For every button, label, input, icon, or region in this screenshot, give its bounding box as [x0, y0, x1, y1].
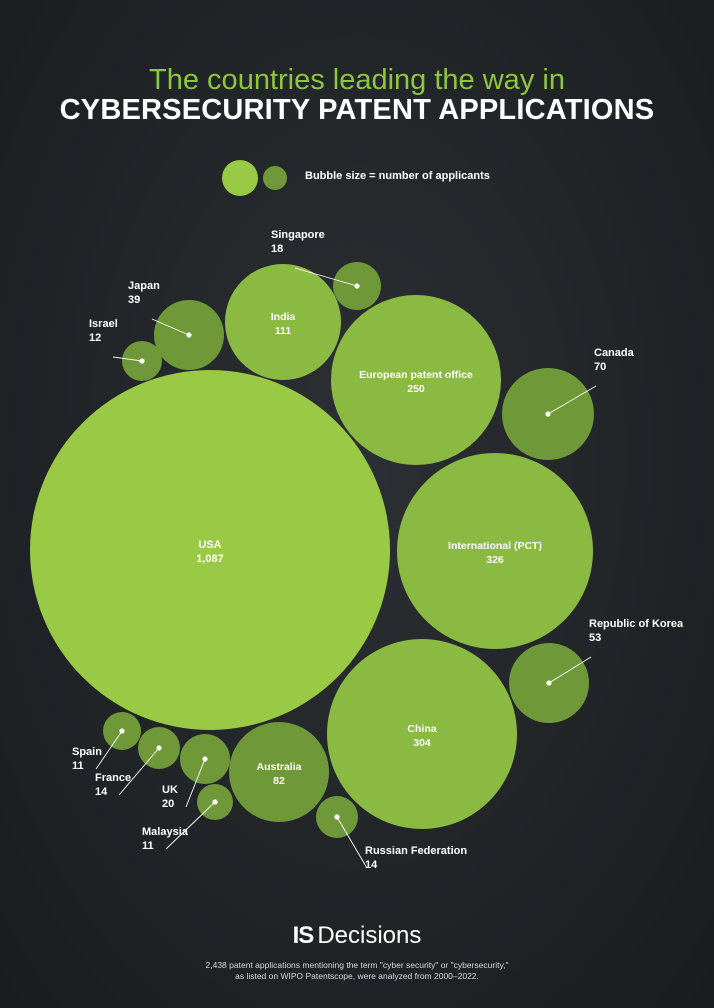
bubble-group-singapore: Singapore 18 [271, 229, 381, 310]
bubble-australia [229, 722, 329, 822]
bubble-value-usa: 1,087 [196, 553, 224, 565]
bubble-label-international-pct: International (PCT) [448, 540, 542, 552]
leader-line-republic-of-korea [548, 656, 592, 684]
leader-dot-uk [202, 756, 208, 762]
bubble-label-spain: Spain [72, 746, 102, 758]
bubble-label-china: China [407, 723, 436, 735]
bubble-value-israel: 12 [89, 332, 101, 344]
bubble-value-republic-of-korea: 53 [589, 632, 601, 644]
bubble-china [327, 639, 517, 829]
leader-line-singapore [294, 267, 358, 287]
title-line-2: CYBERSECURITY PATENT APPLICATIONS [59, 94, 655, 126]
bubble-label-japan: Japan [128, 280, 160, 292]
bubble-label-singapore: Singapore [271, 229, 325, 241]
bubble-value-european-patent-office: 250 [407, 383, 425, 395]
bubble-label-india: India [271, 311, 296, 323]
leader-dot-france [156, 745, 162, 751]
bubble-label-israel: Israel [89, 318, 118, 330]
bubble-label-france: France [95, 772, 131, 784]
leader-line-spain [95, 730, 123, 770]
footnote: 2,438 patent applications mentioning the… [150, 960, 564, 982]
leader-dot-singapore [354, 283, 360, 289]
footnote-line-2: as listed on WIPO Patentscope, were anal… [235, 971, 479, 981]
footnote-line-1: 2,438 patent applications mentioning the… [205, 960, 509, 970]
bubble-value-france: 14 [95, 786, 108, 798]
bubble-group-china: China 304 [327, 639, 517, 829]
bubble-group-russian-federation: Russian Federation 14 [316, 796, 467, 871]
is-decisions-logo: IS Decisions [0, 922, 714, 950]
bubble-group-canada: Canada 70 [502, 347, 635, 460]
bubble-label-canada: Canada [594, 347, 635, 359]
bubble-label-uk: UK [162, 784, 178, 796]
bubble-value-malaysia: 11 [142, 840, 154, 852]
bubble-value-russian-federation: 14 [365, 859, 378, 871]
bubble-group-australia: Australia 82 [229, 722, 329, 822]
leader-dot-republic-of-korea [546, 680, 552, 686]
title-line-1: The countries leading the way in [149, 64, 565, 96]
leader-line-malaysia [165, 801, 216, 850]
bubble-india [225, 264, 341, 380]
leader-dot-israel [139, 358, 145, 364]
bubble-label-australia: Australia [257, 761, 302, 773]
legend-text: Bubble size = number of applicants [305, 170, 490, 182]
leader-dot-canada [545, 411, 551, 417]
bubble-value-australia: 82 [273, 775, 285, 787]
bubble-group-european-patent-office: European patent office 250 [331, 295, 501, 465]
bubble-label-republic-of-korea: Republic of Korea [589, 618, 684, 630]
bubble-usa [30, 370, 390, 730]
bubble-value-canada: 70 [594, 361, 606, 373]
legend-small-bubble [263, 166, 287, 190]
bubble-value-india: 111 [275, 325, 292, 337]
leader-dot-malaysia [212, 799, 218, 805]
bubble-label-malaysia: Malaysia [142, 826, 189, 838]
bubble-group-india: India 111 [225, 264, 341, 380]
bubble-group-uk: UK 20 [162, 734, 230, 810]
bubble-group-france: France 14 [95, 727, 180, 798]
leader-line-france [118, 747, 160, 796]
bubble-group-malaysia: Malaysia 11 [142, 784, 233, 852]
bubble-group-israel: Israel 12 [89, 318, 162, 381]
bubble-group-republic-of-korea: Republic of Korea 53 [509, 618, 684, 723]
leader-line-israel [112, 356, 143, 362]
bubble-european-patent-office [331, 295, 501, 465]
bubble-group-international-pct: International (PCT) 326 [397, 453, 593, 649]
leader-line-russian-federation [336, 816, 368, 869]
bubble-value-international-pct: 326 [486, 554, 504, 566]
bubble-value-japan: 39 [128, 294, 140, 306]
leader-dot-japan [186, 332, 192, 338]
legend-large-bubble [222, 160, 258, 196]
bubble-international-pct [397, 453, 593, 649]
leader-dot-russian-federation [334, 814, 340, 820]
bubble-group-usa: USA 1,087 [30, 370, 390, 730]
bubble-value-spain: 11 [72, 760, 84, 772]
logo-name: Decisions [317, 922, 422, 949]
bubble-label-european-patent-office: European patent office [359, 369, 473, 381]
logo-prefix: IS [292, 922, 315, 949]
bubble-group-spain: Spain 11 [72, 712, 141, 772]
bubble-value-singapore: 18 [271, 243, 283, 255]
leader-dot-spain [119, 728, 125, 734]
leader-line-canada [547, 385, 597, 415]
leader-line-uk [185, 758, 206, 808]
bubble-label-russian-federation: Russian Federation [365, 845, 467, 857]
leader-line-japan [151, 318, 190, 336]
bubble-value-china: 304 [413, 737, 431, 749]
bubble-group-japan: Japan 39 [128, 280, 224, 370]
bubble-label-usa: USA [198, 539, 221, 551]
bubble-value-uk: 20 [162, 798, 174, 810]
